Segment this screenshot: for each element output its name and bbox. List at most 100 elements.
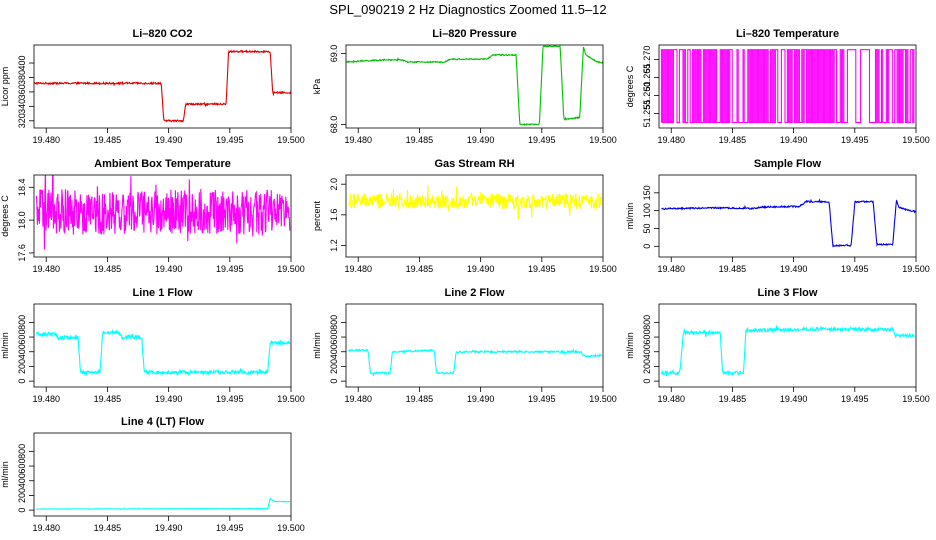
y-tick-label: 200 [17, 359, 27, 374]
data-series-line [34, 49, 291, 123]
y-tick-label: 600 [329, 330, 339, 345]
y-tick-label: 340 [17, 99, 27, 114]
x-tick-label: 19.480 [657, 264, 685, 274]
chart-panel: Gas Stream RH percent 19.480 19.485 19.490 19… [312, 158, 617, 274]
x-tick-label: 19.490 [467, 135, 495, 145]
y-tick-label: 0 [17, 379, 27, 384]
chart-panel: Line 4 (LT) Flow ml/min 19.480 19.485 19.490… [0, 416, 305, 533]
y-tick-label: 2.0 [329, 178, 339, 191]
y-tick-label: 51.265 [642, 64, 652, 92]
y-tick-label: 400 [17, 344, 27, 359]
y-axis-label: ml/min [625, 332, 635, 359]
plot-frame [345, 44, 604, 129]
y-tick-label: 200 [17, 488, 27, 503]
y-tick-label: 100 [642, 203, 652, 218]
panels-group: Li–820 CO2 Licor ppm 19.480 19.485 19.490 19.… [0, 28, 930, 533]
x-tick-label: 19.480 [657, 135, 685, 145]
x-tick-label: 19.485 [719, 264, 747, 274]
y-tick-label: 68.0 [329, 116, 339, 134]
x-tick-label: 19.495 [841, 394, 869, 404]
data-series-line [35, 175, 291, 250]
y-tick-label: 0 [329, 379, 339, 384]
x-tick-label: 19.500 [277, 523, 305, 533]
x-tick-label: 19.490 [155, 264, 183, 274]
x-tick-label: 19.485 [406, 135, 434, 145]
x-tick-label: 19.490 [155, 394, 183, 404]
x-tick-label: 19.495 [528, 135, 556, 145]
x-tick-label: 19.485 [406, 264, 434, 274]
y-tick-label: 0 [17, 508, 27, 513]
y-tick-label: 360 [17, 84, 27, 99]
x-tick-label: 19.485 [406, 394, 434, 404]
x-tick-label: 19.495 [841, 264, 869, 274]
chart-title: Line 4 (LT) Flow [121, 416, 204, 428]
x-tick-label: 19.500 [277, 264, 305, 274]
x-tick-label: 19.480 [344, 394, 372, 404]
chart-title: Li–820 Pressure [432, 28, 516, 40]
plot-frame [345, 174, 604, 258]
chart-panel: Line 3 Flow ml/min 19.480 19.485 19.490 19.49… [625, 287, 930, 404]
chart-title: Li–820 CO2 [133, 28, 193, 40]
data-series-line [660, 49, 915, 124]
chart-panel: Li–820 CO2 Licor ppm 19.480 19.485 19.490 19.… [0, 28, 305, 145]
x-tick-label: 19.495 [216, 394, 244, 404]
y-tick-label: 51.255 [642, 100, 652, 128]
y-tick-label: 400 [17, 473, 27, 488]
data-series-line [35, 328, 291, 377]
x-tick-label: 19.500 [589, 135, 617, 145]
figure-title: SPL_090219 2 Hz Diagnostics Zoomed 11.5–… [329, 2, 606, 17]
plot-frame [33, 174, 292, 258]
x-tick-label: 19.495 [528, 264, 556, 274]
x-tick-label: 19.485 [719, 135, 747, 145]
chart-panel: Line 1 Flow ml/min 19.480 19.485 19.490 19.49… [0, 287, 305, 404]
plot-frame [33, 44, 292, 129]
y-tick-label: 18.0 [17, 211, 27, 229]
x-tick-label: 19.480 [657, 394, 685, 404]
y-tick-label: 400 [329, 344, 339, 359]
y-axis-label: ml/min [0, 332, 10, 359]
y-tick-label: 17.6 [17, 244, 27, 262]
y-tick-label: 200 [642, 359, 652, 374]
y-tick-label: 600 [17, 330, 27, 345]
chart-title: Sample Flow [754, 158, 822, 170]
y-tick-label: 69.0 [329, 45, 339, 63]
y-tick-label: 800 [642, 315, 652, 330]
y-tick-label: 800 [17, 315, 27, 330]
chart-title: Line 1 Flow [133, 287, 193, 299]
plot-frame [33, 303, 292, 388]
plot-frame [345, 303, 604, 388]
x-tick-label: 19.480 [32, 523, 60, 533]
chart-panel: Ambient Box Temperature degrees C 19.480 19… [0, 158, 305, 274]
y-axis-label: Licor ppm [0, 67, 10, 107]
y-tick-label: 18.4 [17, 179, 27, 197]
x-tick-label: 19.485 [94, 394, 122, 404]
x-tick-label: 19.490 [467, 264, 495, 274]
x-tick-label: 19.485 [94, 135, 122, 145]
x-tick-label: 19.480 [344, 135, 372, 145]
y-axis-label: degrees C [625, 65, 635, 107]
data-series-line [36, 497, 291, 511]
x-tick-label: 19.490 [780, 264, 808, 274]
x-tick-label: 19.485 [94, 264, 122, 274]
y-tick-label: 320 [17, 113, 27, 128]
y-tick-label: 600 [17, 459, 27, 474]
y-tick-label: 400 [642, 344, 652, 359]
chart-title: Line 3 Flow [758, 287, 818, 299]
x-tick-label: 19.480 [32, 135, 60, 145]
x-tick-label: 19.490 [780, 135, 808, 145]
x-tick-label: 19.490 [155, 523, 183, 533]
plot-frame [658, 303, 917, 388]
x-tick-label: 19.480 [32, 264, 60, 274]
y-tick-label: 150 [642, 185, 652, 200]
chart-panel: Sample Flow ml/min 19.480 19.485 19.490 19.49… [625, 158, 930, 274]
y-tick-label: 0 [642, 244, 652, 249]
x-tick-label: 19.495 [528, 394, 556, 404]
x-tick-label: 19.480 [344, 264, 372, 274]
x-tick-label: 19.490 [155, 135, 183, 145]
x-tick-label: 19.490 [780, 394, 808, 404]
y-tick-label: 800 [17, 444, 27, 459]
x-tick-label: 19.495 [216, 523, 244, 533]
y-tick-label: 50 [642, 223, 652, 233]
y-axis-label: degrees C [0, 195, 10, 237]
